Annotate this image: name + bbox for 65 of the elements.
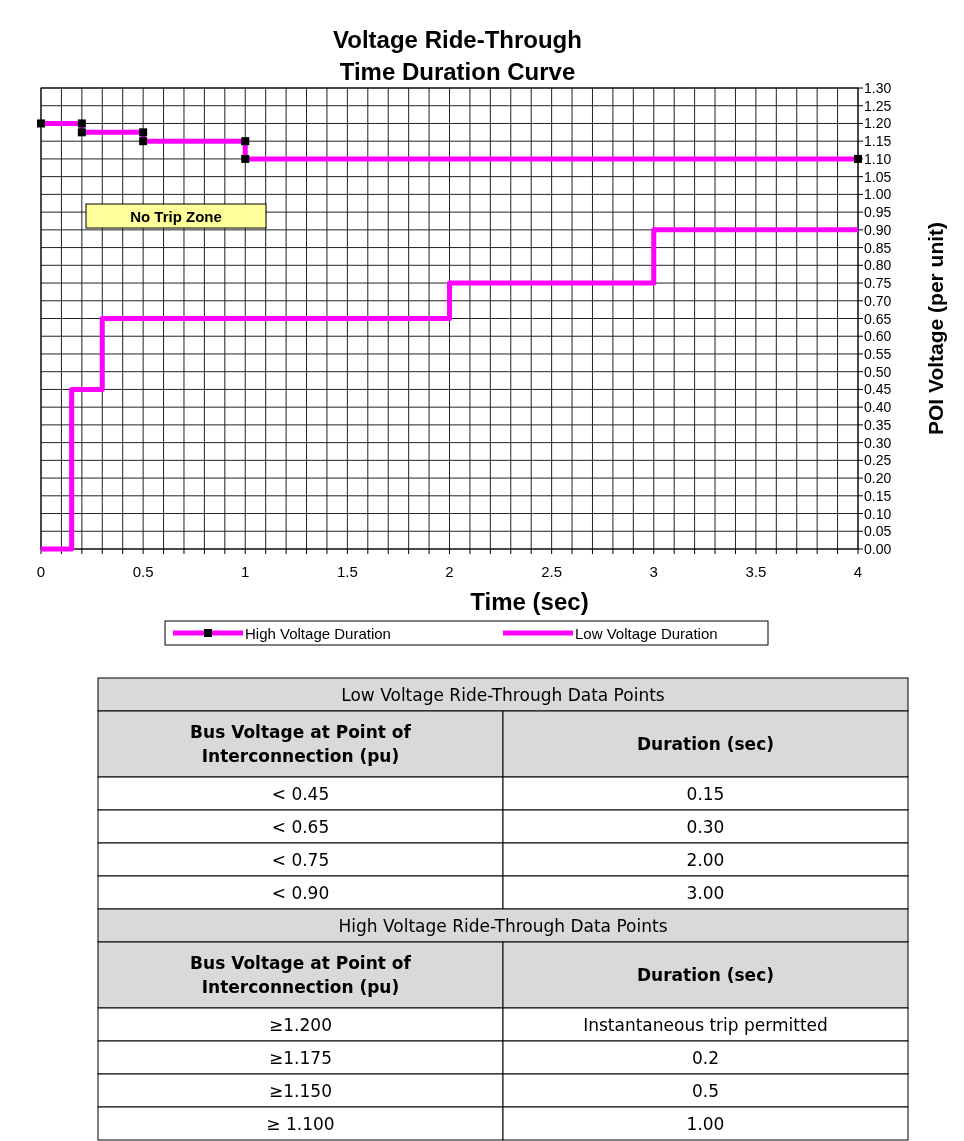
text: 3.00: [686, 883, 725, 903]
text: 0.5: [691, 1081, 720, 1101]
y-tick-label: 1.00: [864, 186, 892, 203]
y-tick-label: 0.00: [864, 541, 892, 557]
y-tick-label: 0.60: [864, 328, 892, 345]
y-axis-title: POI Voltage (per unit): [924, 221, 947, 436]
x-tick-label: 1.5: [336, 563, 358, 580]
y-tick-label: 0.20: [864, 470, 892, 487]
x-tick-label: 0: [36, 563, 46, 580]
y-tick-label: 0.45: [864, 381, 892, 398]
y-tick-label: 1.05: [864, 168, 892, 185]
text: 0.30: [686, 817, 725, 837]
x-tick-label: 4: [853, 563, 863, 580]
y-tick-label: 0.35: [864, 416, 892, 433]
x-tick-label: 3: [649, 563, 658, 580]
x-tick-label: 0.5: [132, 563, 154, 580]
text: < 0.75: [271, 850, 330, 870]
chart-title: Voltage Ride-Through Time Duration Curve: [333, 26, 582, 85]
text: ≥1.150: [269, 1081, 332, 1101]
y-tick-label: 0.55: [864, 345, 892, 362]
y-tick-label: 0.25: [864, 452, 892, 469]
y-tick-label: 0.10: [864, 505, 892, 522]
y-tick-label: 1.10: [864, 150, 892, 167]
legend-label: Low Voltage Duration: [575, 625, 718, 642]
y-tick-label: 0.40: [864, 399, 892, 416]
text: 1.00: [686, 1114, 725, 1134]
note-label: No Trip Zone: [85, 203, 267, 229]
text: Bus Voltage at Point of Interconnection (pu): [190, 722, 412, 766]
y-tick-label: 0.70: [864, 292, 892, 309]
text: Low Voltage Ride-Through Data Points: [341, 685, 665, 705]
text: 0.15: [686, 784, 725, 804]
text: 0.2: [691, 1048, 720, 1068]
y-tick-label: 0.80: [864, 257, 892, 274]
text: ≥1.200: [269, 1015, 332, 1035]
text: Duration (sec): [637, 734, 774, 754]
y-tick-label: 0.65: [864, 310, 892, 327]
text: Bus Voltage at Point of Interconnection (pu): [190, 953, 412, 997]
x-tick-label: 1: [241, 563, 250, 580]
y-tick-label: 0.15: [864, 487, 892, 504]
y-tick-label: 0.90: [864, 221, 892, 238]
x-axis-title: Time (sec): [470, 588, 589, 615]
text: Instantaneous trip permitted: [583, 1015, 828, 1035]
y-tick-label: 0.95: [864, 204, 892, 221]
x-tick-label: 3.5: [745, 563, 767, 580]
x-tick-label: 2.5: [541, 563, 563, 580]
y-tick-label: 1.15: [864, 133, 892, 150]
y-tick-label: 0.75: [864, 275, 892, 292]
text: ≥ 1.100: [266, 1114, 335, 1134]
y-tick-label: 1.25: [864, 97, 892, 114]
y-tick-label: 0.05: [864, 523, 892, 540]
y-tick-label: 1.20: [864, 115, 892, 132]
text: < 0.45: [271, 784, 330, 804]
text: 2.00: [686, 850, 725, 870]
annotation: No Trip Zone: [130, 208, 222, 225]
text: Duration (sec): [637, 965, 774, 985]
x-tick-label: 2: [445, 563, 454, 580]
y-tick-label: 0.50: [864, 363, 892, 380]
text: < 0.65: [271, 817, 330, 837]
y-tick-label: 0.30: [864, 434, 892, 451]
legend-label: High Voltage Duration: [245, 625, 391, 642]
text: ≥1.175: [269, 1048, 332, 1068]
text: High Voltage Ride-Through Data Points: [338, 916, 668, 936]
text: < 0.90: [271, 883, 330, 903]
y-tick-label: 1.30: [864, 80, 892, 96]
y-tick-label: 0.85: [864, 239, 892, 256]
